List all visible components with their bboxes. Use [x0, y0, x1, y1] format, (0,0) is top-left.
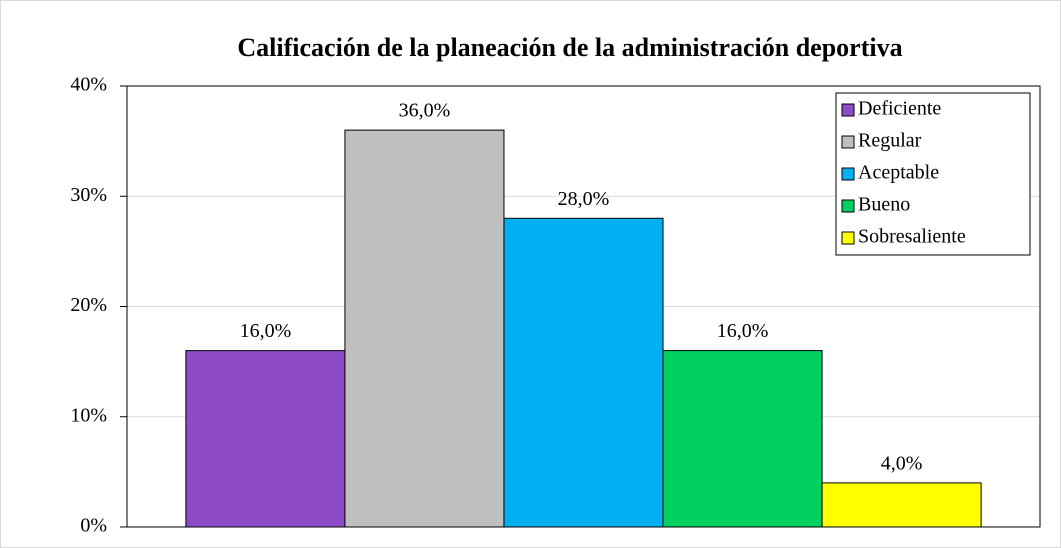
legend-label: Aceptable — [858, 162, 939, 184]
data-label: 16,0% — [240, 320, 292, 342]
bar — [344, 129, 505, 528]
data-label: 16,0% — [717, 320, 769, 342]
plot-border — [126, 85, 1041, 528]
bar — [503, 217, 664, 528]
legend: Deficiente Regular Aceptable Bueno Sobresali… — [835, 92, 1031, 256]
legend-swatch — [841, 135, 855, 149]
y-tick-label: 10% — [70, 404, 107, 426]
legend-swatch — [841, 231, 855, 245]
bar — [662, 350, 823, 528]
legend-label: Deficiente — [858, 98, 941, 120]
chart-title: Calificación de la planeación de la admi… — [237, 33, 902, 62]
legend-label: Regular — [858, 130, 922, 152]
data-label: 4,0% — [881, 452, 923, 474]
legend-label: Sobresaliente — [858, 226, 966, 248]
legend-swatch — [841, 199, 855, 213]
legend-swatch — [841, 167, 855, 181]
bar — [185, 350, 346, 528]
y-tick-label: 0% — [80, 515, 107, 537]
y-tick-label: 20% — [70, 294, 107, 316]
data-label: 28,0% — [558, 188, 610, 210]
legend-swatch — [841, 103, 855, 117]
legend-box — [835, 92, 1031, 256]
data-label: 36,0% — [399, 100, 451, 122]
y-tick-label: 30% — [70, 184, 107, 206]
bar — [821, 482, 982, 528]
y-tick-label: 40% — [70, 74, 107, 96]
bars: 16,0% 36,0% 28,0% 16,0% 4,0% — [185, 100, 982, 528]
axes: 0% 10% 20% 30% 40% — [70, 74, 1041, 537]
legend-label: Bueno — [858, 194, 910, 216]
